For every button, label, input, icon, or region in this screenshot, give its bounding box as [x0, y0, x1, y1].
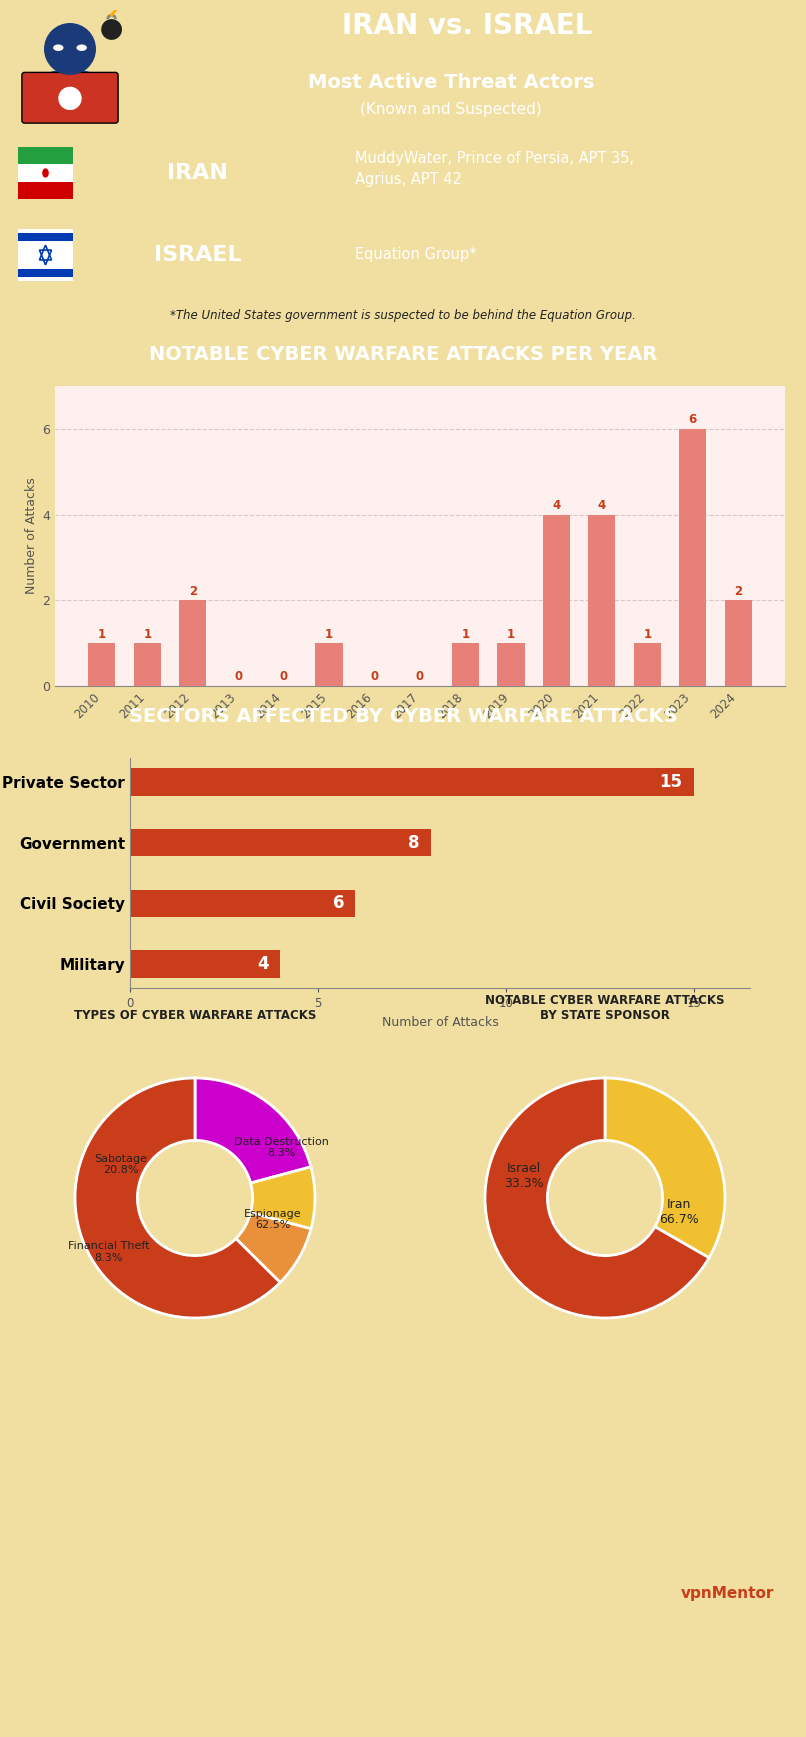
Text: Sabotage
20.8%: Sabotage 20.8% — [94, 1153, 147, 1176]
Text: 2: 2 — [734, 585, 742, 598]
Wedge shape — [195, 1079, 311, 1183]
Text: 0: 0 — [416, 670, 424, 683]
Bar — [18, 165, 73, 182]
Bar — [452, 643, 479, 686]
Bar — [634, 643, 661, 686]
Text: MuddyWater, Prince of Persia, APT 35,
Agrius, APT 42: MuddyWater, Prince of Persia, APT 35, Ag… — [355, 151, 634, 188]
Bar — [18, 182, 73, 200]
Text: 0: 0 — [234, 670, 243, 683]
Ellipse shape — [77, 45, 87, 50]
Bar — [130, 950, 280, 978]
Text: 1: 1 — [325, 627, 333, 641]
Text: 8: 8 — [408, 834, 419, 851]
Text: IRAN vs. ISRAEL: IRAN vs. ISRAEL — [343, 12, 592, 40]
Text: 0: 0 — [371, 670, 379, 683]
Circle shape — [42, 168, 49, 177]
Bar — [88, 643, 115, 686]
Text: 15: 15 — [659, 773, 683, 790]
Y-axis label: Number of Attacks: Number of Attacks — [25, 478, 38, 594]
Text: Iran
66.7%: Iran 66.7% — [659, 1199, 700, 1226]
Text: SECTORS AFFECTED BY CYBER WARFARE ATTACKS: SECTORS AFFECTED BY CYBER WARFARE ATTACK… — [129, 707, 677, 726]
Bar — [18, 233, 73, 241]
Circle shape — [58, 87, 81, 109]
Wedge shape — [236, 1212, 311, 1282]
Text: 0: 0 — [280, 670, 288, 683]
Text: 6: 6 — [333, 895, 344, 912]
Bar — [679, 429, 706, 686]
Text: *The United States government is suspected to be behind the Equation Group.: *The United States government is suspect… — [170, 309, 636, 321]
Bar — [588, 514, 616, 686]
Bar — [179, 601, 206, 686]
Text: 6: 6 — [688, 413, 697, 426]
Bar — [725, 601, 752, 686]
Bar — [134, 643, 161, 686]
Circle shape — [44, 23, 96, 75]
Ellipse shape — [31, 68, 109, 120]
Bar — [130, 829, 430, 856]
Text: Financial Theft
8.3%: Financial Theft 8.3% — [68, 1242, 149, 1263]
Text: 4: 4 — [257, 955, 269, 973]
Text: Equation Group*: Equation Group* — [355, 247, 476, 262]
Title: TYPES OF CYBER WARFARE ATTACKS: TYPES OF CYBER WARFARE ATTACKS — [74, 1009, 316, 1021]
Wedge shape — [251, 1167, 315, 1228]
Text: 1: 1 — [143, 627, 152, 641]
Text: Data Destruction
8.3%: Data Destruction 8.3% — [234, 1136, 329, 1159]
X-axis label: Number of Attacks: Number of Attacks — [381, 1016, 498, 1028]
Text: 4: 4 — [598, 499, 606, 512]
Wedge shape — [75, 1079, 280, 1318]
Text: Espionage
62.5%: Espionage 62.5% — [244, 1209, 301, 1230]
Ellipse shape — [53, 45, 64, 50]
Text: 1: 1 — [643, 627, 651, 641]
Text: Most Active Threat Actors: Most Active Threat Actors — [308, 73, 595, 92]
Wedge shape — [605, 1079, 725, 1258]
Text: ISRAEL: ISRAEL — [154, 245, 241, 266]
Text: 1: 1 — [507, 627, 515, 641]
Text: IRAN: IRAN — [167, 163, 228, 182]
Bar — [542, 514, 570, 686]
Text: 2: 2 — [189, 585, 197, 598]
Text: Israel
33.3%: Israel 33.3% — [504, 1162, 543, 1190]
Bar — [130, 768, 694, 796]
Bar — [18, 148, 73, 165]
Bar — [497, 643, 525, 686]
Text: 1: 1 — [98, 627, 106, 641]
Title: NOTABLE CYBER WARFARE ATTACKS
BY STATE SPONSOR: NOTABLE CYBER WARFARE ATTACKS BY STATE S… — [485, 994, 725, 1021]
Wedge shape — [485, 1079, 709, 1318]
Text: (Known and Suspected): (Known and Suspected) — [360, 102, 542, 116]
Text: vpnMentor: vpnMentor — [680, 1586, 774, 1602]
Bar — [315, 643, 343, 686]
Circle shape — [102, 19, 122, 40]
FancyBboxPatch shape — [22, 73, 118, 123]
Bar — [18, 269, 73, 276]
Bar — [130, 889, 355, 917]
Text: NOTABLE CYBER WARFARE ATTACKS PER YEAR: NOTABLE CYBER WARFARE ATTACKS PER YEAR — [149, 346, 657, 365]
Text: 4: 4 — [552, 499, 560, 512]
Text: 1: 1 — [461, 627, 470, 641]
